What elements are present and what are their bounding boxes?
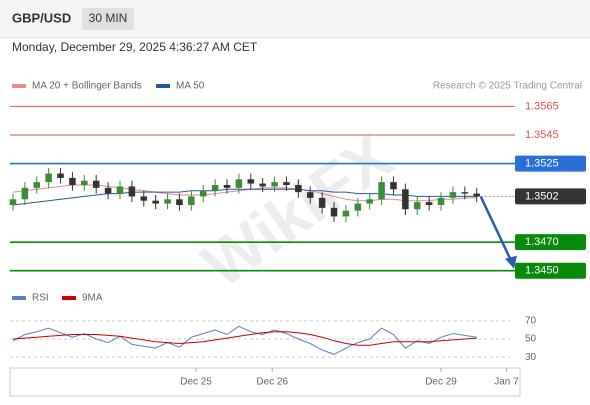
legend-swatch <box>62 296 76 300</box>
x-tick-label: Jan 7 <box>494 377 519 388</box>
candle-body <box>473 193 480 197</box>
series-line <box>12 188 477 206</box>
legend-label: RSI <box>32 293 49 304</box>
candle-body <box>104 187 112 194</box>
candle-body <box>128 186 136 197</box>
candle-body <box>354 203 362 211</box>
price-label: 1.3545 <box>525 129 559 141</box>
candle-body <box>140 196 148 201</box>
candle-body <box>413 202 421 210</box>
candle-body <box>116 186 124 194</box>
candle-body <box>92 180 100 188</box>
price-label: 1.3450 <box>525 265 559 277</box>
candle-body <box>152 200 159 204</box>
candle-body <box>259 183 266 187</box>
series-line <box>12 325 477 355</box>
candle-body <box>164 199 171 204</box>
candle-body <box>461 192 469 194</box>
legend-label: MA 20 + Bollinger Bands <box>32 81 142 92</box>
candle-body <box>366 199 373 204</box>
candle-body <box>45 173 52 183</box>
price-label-box <box>515 188 586 205</box>
candle-body <box>342 210 350 217</box>
price-label: 1.3525 <box>525 157 559 169</box>
timeframe[interactable]: 30 MIN <box>89 11 128 25</box>
price-label: 1.3565 <box>525 100 559 112</box>
candle-body <box>449 192 457 198</box>
subtitle: Monday, December 29, 2025 4:36:27 AM CET <box>12 40 258 54</box>
candle-body <box>247 179 255 184</box>
candle-body <box>402 189 409 210</box>
forecast-arrowhead <box>505 255 517 269</box>
chart-title: GBP/USD <box>12 10 71 25</box>
y-tick-label: 50 <box>525 334 537 345</box>
series-line <box>12 331 477 346</box>
x-tick-label: Dec 29 <box>425 377 457 388</box>
candle-body <box>176 199 183 205</box>
watermark: WikiFX <box>189 120 405 301</box>
price-label-box <box>515 262 586 279</box>
candle-body <box>330 207 338 217</box>
price-label: 1.3502 <box>525 190 559 202</box>
candle-body <box>295 185 302 193</box>
price-label: 1.3470 <box>525 236 559 248</box>
legend-swatch <box>12 84 26 88</box>
candle-body <box>69 177 76 185</box>
candle-body <box>306 192 314 198</box>
candle-body <box>318 197 326 208</box>
y-tick-label: 30 <box>525 352 537 363</box>
candle-body <box>437 197 445 205</box>
candle-body <box>425 202 433 205</box>
candle-body <box>378 182 385 200</box>
price-label-box <box>515 234 586 251</box>
candle-body <box>57 173 64 178</box>
candle-body <box>33 182 41 188</box>
candle-body <box>235 179 243 188</box>
y-tick-label: 70 <box>525 316 537 327</box>
candle-body <box>9 199 17 205</box>
timeframe-badge[interactable] <box>82 8 134 30</box>
legend-swatch <box>156 84 170 88</box>
candle-body <box>211 185 219 191</box>
x-tick-label: Dec 25 <box>180 377 212 388</box>
forecast-arrow <box>479 195 514 264</box>
candle-body <box>390 182 397 190</box>
x-axis-box <box>9 367 521 397</box>
credit: Research © 2025 Trading Central <box>433 81 582 92</box>
candle-body <box>271 182 278 187</box>
candle-body <box>283 182 290 185</box>
legend-label: MA 50 <box>176 81 205 92</box>
x-tick-label: Dec 26 <box>256 377 288 388</box>
candle-body <box>188 196 195 205</box>
legend-label: 9MA <box>82 293 103 304</box>
series-line <box>12 184 477 202</box>
candle-body <box>81 180 88 185</box>
candle-body <box>223 185 231 188</box>
price-label-box <box>515 155 586 172</box>
candle-body <box>21 187 29 200</box>
legend-swatch <box>12 296 26 300</box>
candle-body <box>199 190 207 197</box>
